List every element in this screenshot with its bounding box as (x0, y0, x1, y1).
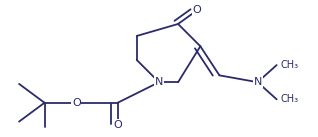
Text: N: N (253, 77, 262, 87)
Text: N: N (155, 77, 163, 87)
Text: O: O (72, 98, 81, 108)
Text: CH₃: CH₃ (280, 60, 299, 70)
Text: O: O (113, 120, 122, 130)
Text: O: O (193, 5, 202, 15)
Text: CH₃: CH₃ (280, 94, 299, 104)
